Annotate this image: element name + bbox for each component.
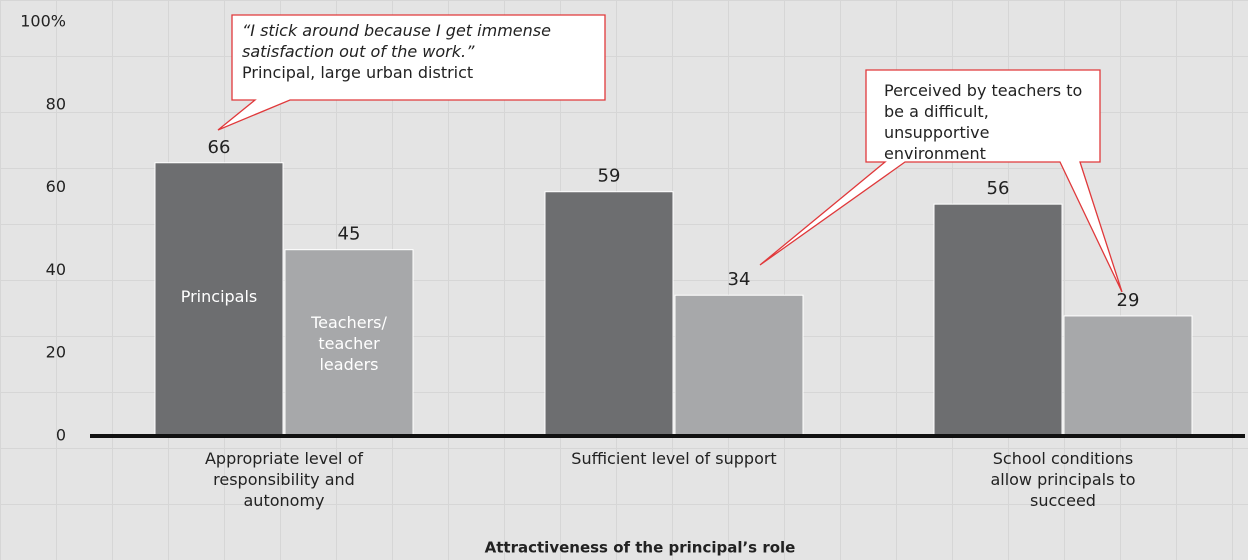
y-tick-label: 80 <box>46 94 66 113</box>
y-tick-label: 100% <box>20 12 66 31</box>
bar <box>154 162 284 437</box>
callout-quote <box>217 14 606 131</box>
x-tick-label: Sufficient level of support <box>571 449 777 468</box>
y-tick-label: 60 <box>46 177 66 196</box>
callout-teachers <box>759 69 1123 293</box>
bar <box>544 191 674 437</box>
x-tick-label: School conditions allow principals to su… <box>990 449 1136 510</box>
quote-text: “I stick around because I get immense sa… <box>242 21 551 61</box>
value-label: 66 <box>208 137 231 158</box>
y-tick-label: 40 <box>46 260 66 279</box>
y-tick-label: 0 <box>56 426 66 445</box>
value-label: 29 <box>1117 290 1140 311</box>
value-label: 34 <box>728 269 751 290</box>
bar <box>674 294 804 437</box>
bar <box>1063 315 1193 437</box>
quote-source: Principal, large urban district <box>242 63 474 82</box>
bar <box>933 203 1063 437</box>
x-tick-label: Appropriate level of responsibility and … <box>204 449 363 510</box>
y-tick-label: 20 <box>46 343 66 362</box>
value-label: 45 <box>338 224 361 245</box>
legend-label: Teachers/ teacher leaders <box>311 313 387 374</box>
note-text: Perceived by teachers to be a difficult,… <box>884 81 1083 163</box>
bar <box>284 249 414 437</box>
value-label: 56 <box>987 178 1010 199</box>
legend-label: Principals <box>180 287 258 306</box>
value-label: 59 <box>598 166 621 187</box>
x-axis-title: Attractiveness of the principal’s role <box>485 539 796 557</box>
